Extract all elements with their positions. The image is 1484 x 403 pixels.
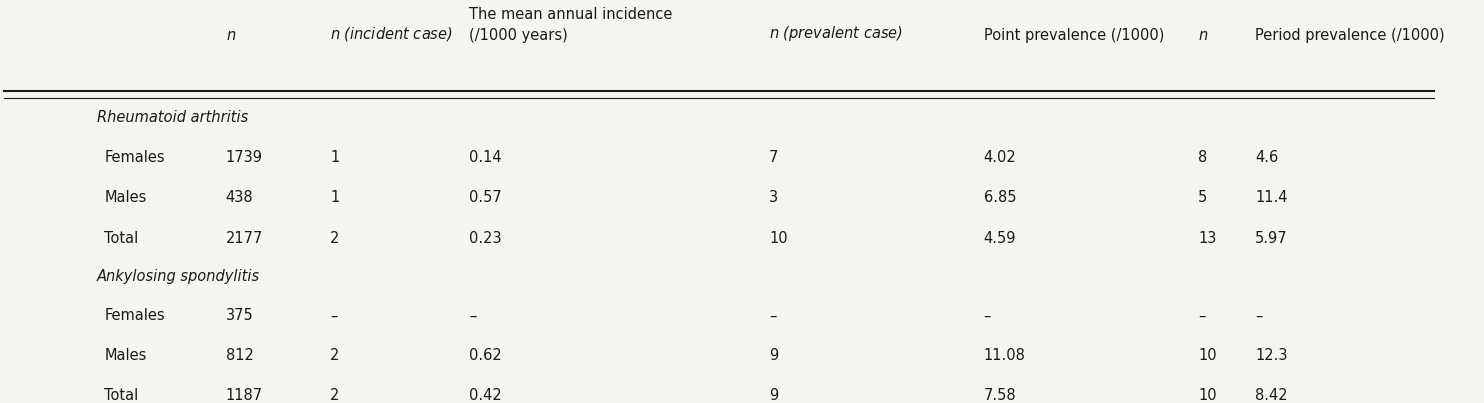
Text: 4.02: 4.02	[984, 150, 1017, 165]
Text: 6.85: 6.85	[984, 190, 1017, 206]
Text: –: –	[329, 308, 337, 323]
Text: 10: 10	[769, 231, 788, 245]
Text: 375: 375	[226, 308, 254, 323]
Text: 11.08: 11.08	[984, 348, 1025, 363]
Text: 0.57: 0.57	[469, 190, 502, 206]
Text: 0.14: 0.14	[469, 150, 502, 165]
Text: 0.23: 0.23	[469, 231, 502, 245]
Text: 1: 1	[329, 190, 340, 206]
Text: Point prevalence (/1000): Point prevalence (/1000)	[984, 28, 1163, 43]
Text: –: –	[769, 308, 776, 323]
Text: –: –	[1198, 308, 1205, 323]
Text: 812: 812	[226, 348, 254, 363]
Text: Females: Females	[104, 308, 165, 323]
Text: 9: 9	[769, 348, 779, 363]
Text: 12.3: 12.3	[1255, 348, 1288, 363]
Text: 4.59: 4.59	[984, 231, 1017, 245]
Text: 2177: 2177	[226, 231, 263, 245]
Text: 10: 10	[1198, 348, 1217, 363]
Text: $n$ (prevalent case): $n$ (prevalent case)	[769, 24, 904, 43]
Text: 0.62: 0.62	[469, 348, 502, 363]
Text: 1: 1	[329, 150, 340, 165]
Text: The mean annual incidence
(/1000 years): The mean annual incidence (/1000 years)	[469, 7, 672, 43]
Text: 11.4: 11.4	[1255, 190, 1288, 206]
Text: $n$: $n$	[1198, 28, 1208, 43]
Text: –: –	[469, 308, 476, 323]
Text: 2: 2	[329, 231, 340, 245]
Text: $n$ (incident case): $n$ (incident case)	[329, 25, 453, 43]
Text: Females: Females	[104, 150, 165, 165]
Text: –: –	[1255, 308, 1263, 323]
Text: 0.42: 0.42	[469, 388, 502, 403]
Text: 438: 438	[226, 190, 254, 206]
Text: 3: 3	[769, 190, 778, 206]
Text: Total: Total	[104, 388, 138, 403]
Text: Period prevalence (/1000): Period prevalence (/1000)	[1255, 28, 1445, 43]
Text: $n$: $n$	[226, 28, 236, 43]
Text: 7.58: 7.58	[984, 388, 1017, 403]
Text: 8.42: 8.42	[1255, 388, 1288, 403]
Text: 1187: 1187	[226, 388, 263, 403]
Text: 9: 9	[769, 388, 779, 403]
Text: 13: 13	[1198, 231, 1217, 245]
Text: Males: Males	[104, 348, 147, 363]
Text: Rheumatoid arthritis: Rheumatoid arthritis	[96, 110, 248, 125]
Text: 2: 2	[329, 348, 340, 363]
Text: 8: 8	[1198, 150, 1208, 165]
Text: 2: 2	[329, 388, 340, 403]
Text: 1739: 1739	[226, 150, 263, 165]
Text: Total: Total	[104, 231, 138, 245]
Text: 5.97: 5.97	[1255, 231, 1288, 245]
Text: Males: Males	[104, 190, 147, 206]
Text: Ankylosing spondylitis: Ankylosing spondylitis	[96, 269, 260, 284]
Text: 5: 5	[1198, 190, 1208, 206]
Text: 7: 7	[769, 150, 779, 165]
Text: 10: 10	[1198, 388, 1217, 403]
Text: 4.6: 4.6	[1255, 150, 1279, 165]
Text: –: –	[984, 308, 991, 323]
